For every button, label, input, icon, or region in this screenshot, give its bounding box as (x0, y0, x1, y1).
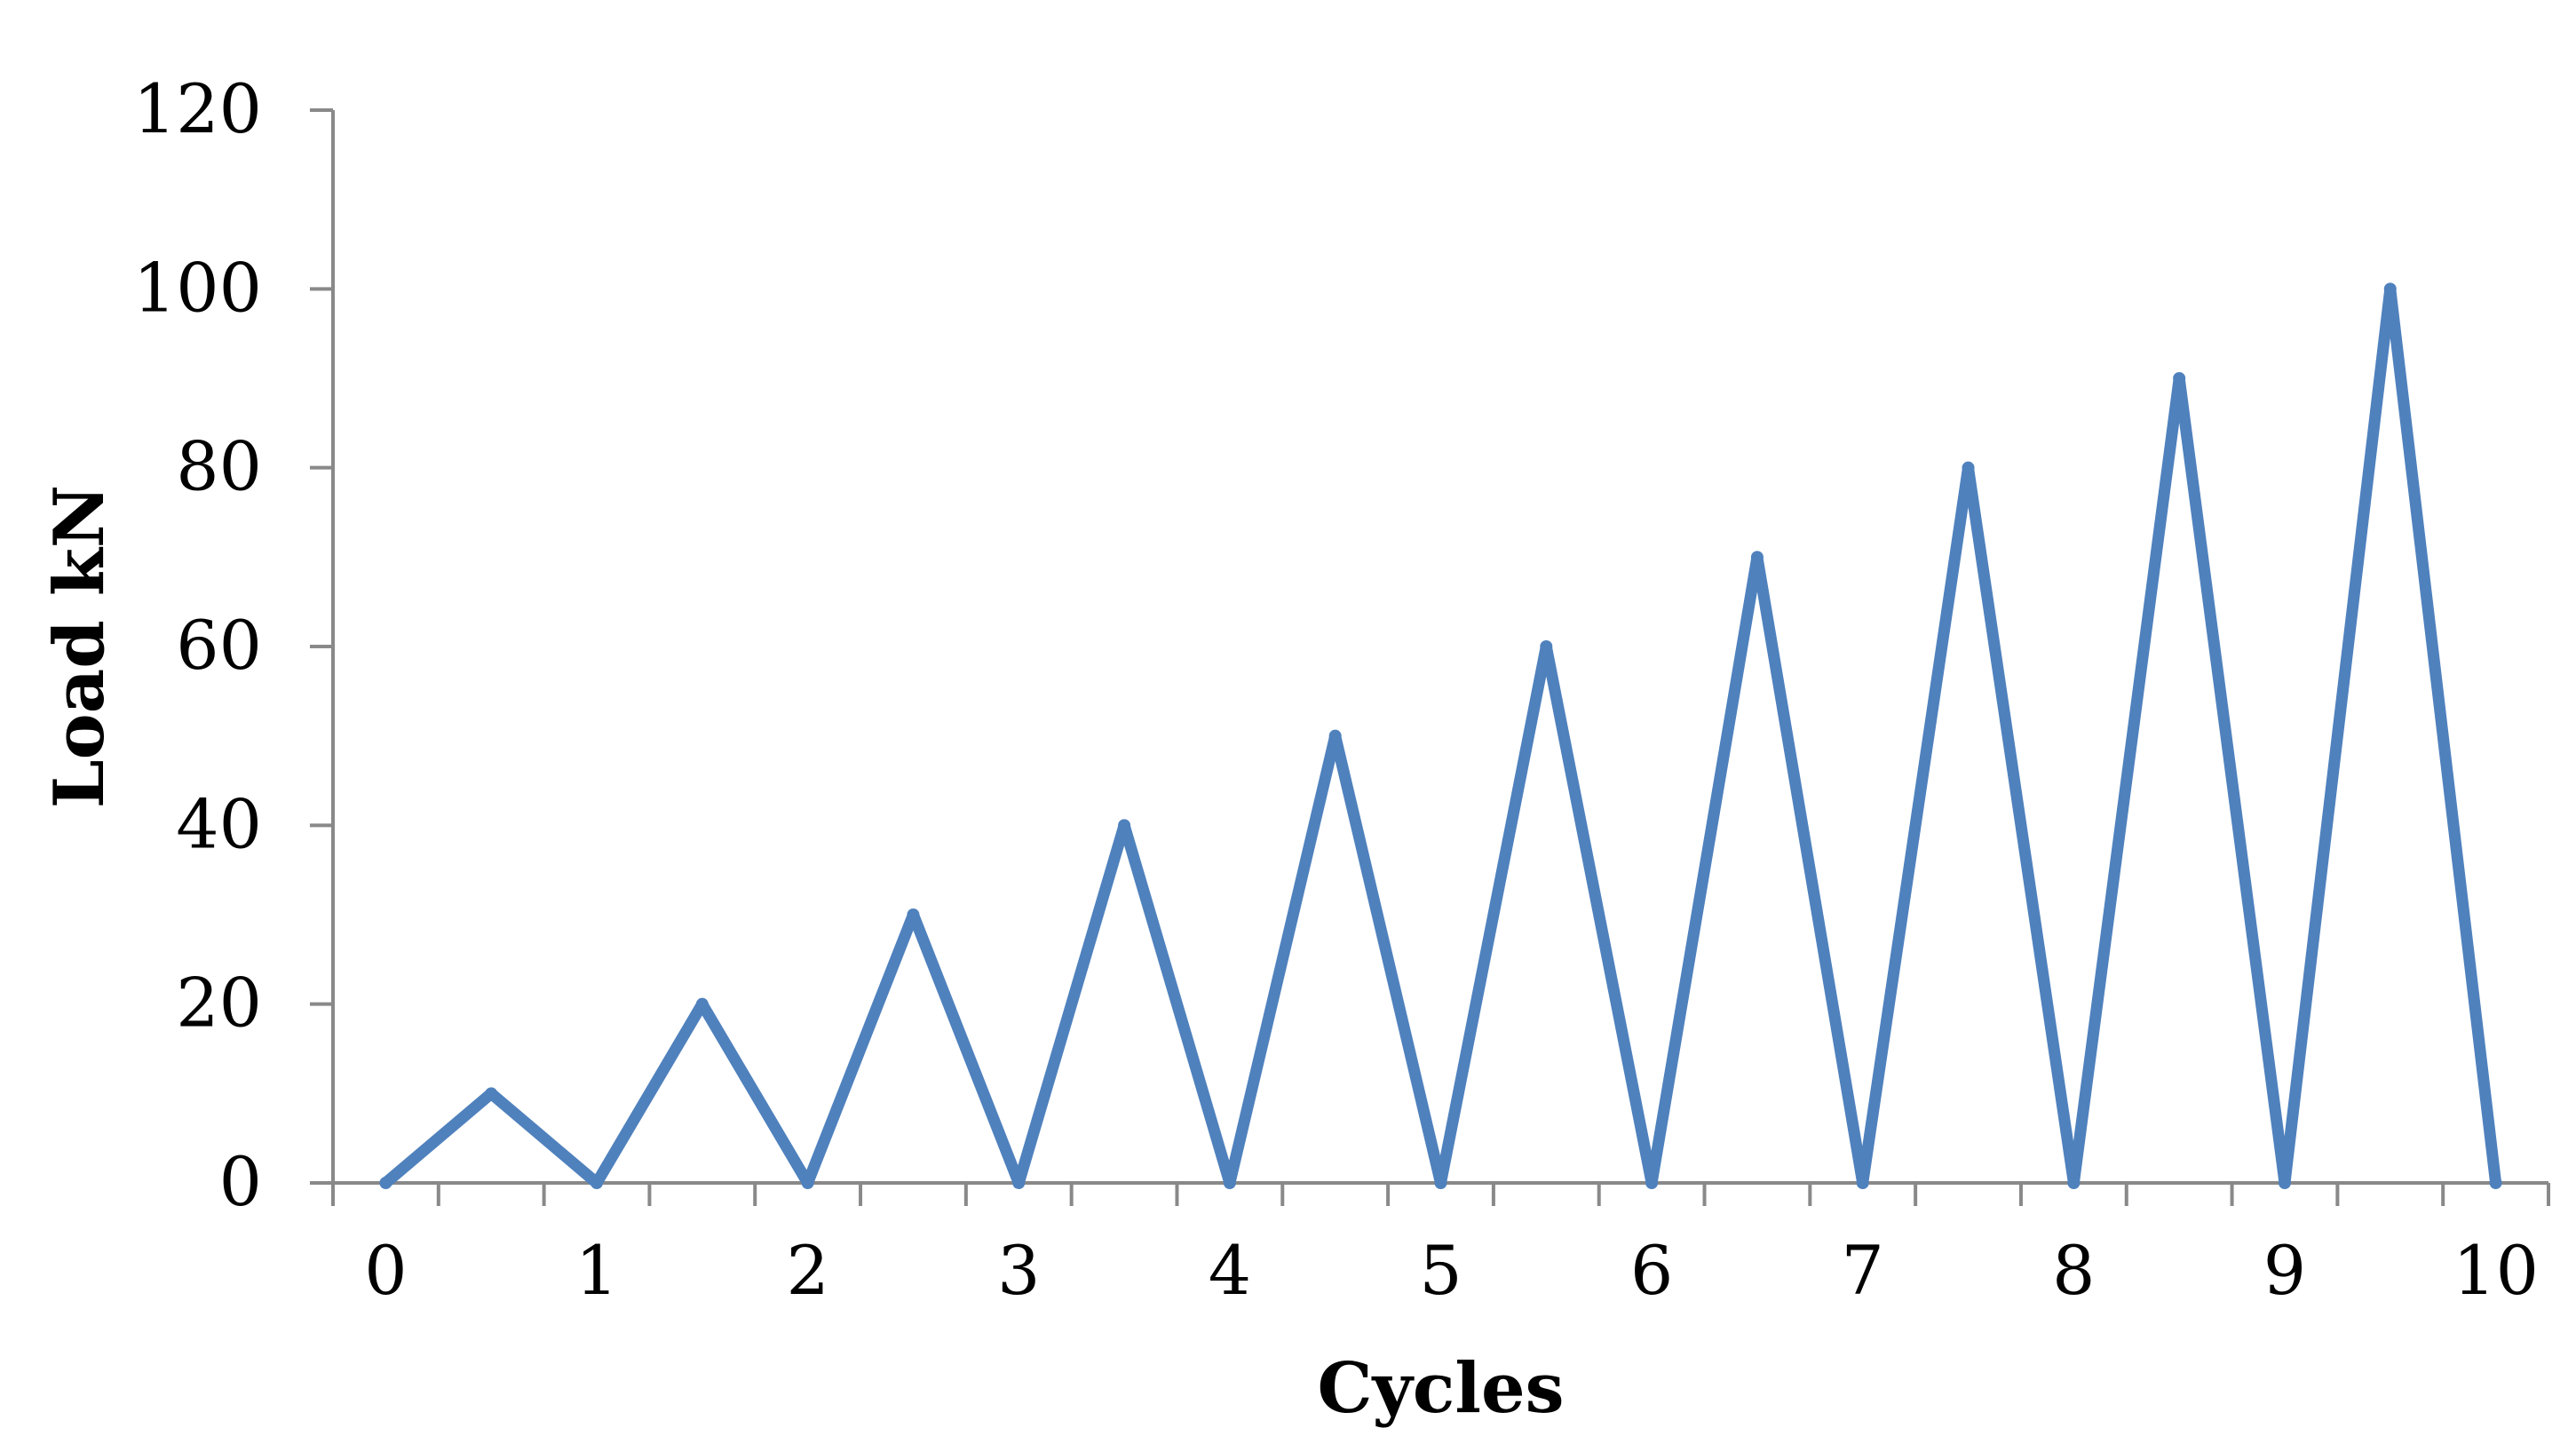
data-point (1962, 461, 1975, 474)
x-tick-label: 6 (1630, 1231, 1673, 1310)
y-tick-label: 20 (176, 964, 262, 1043)
data-point (695, 997, 709, 1011)
series-line (379, 282, 2502, 1189)
x-axis: 0 1 2 3 4 5 6 7 8 9 10 (331, 1181, 2550, 1310)
data-point (2173, 372, 2186, 385)
data-point (1328, 729, 1342, 742)
x-tick-label: 4 (1209, 1231, 1251, 1310)
data-point (1750, 551, 1764, 564)
x-tick-label: 10 (2453, 1231, 2539, 1310)
data-point (590, 1177, 604, 1189)
series-group (379, 282, 2502, 1189)
y-axis: 0 20 40 60 80 100 120 (133, 69, 335, 1221)
y-axis-title: Load kN (39, 485, 120, 808)
data-point (907, 908, 920, 921)
data-point (379, 1177, 392, 1189)
x-tick-label: 7 (1842, 1231, 1884, 1310)
data-point (2383, 282, 2397, 296)
data-point (1645, 1177, 1659, 1189)
x-tick-label: 1 (575, 1231, 618, 1310)
x-tick-label: 0 (364, 1231, 407, 1310)
x-tick-label: 5 (1419, 1231, 1462, 1310)
x-tick-label: 8 (2052, 1231, 2095, 1310)
data-point (1118, 819, 1131, 832)
data-point (2278, 1177, 2291, 1189)
data-point (1223, 1177, 1236, 1189)
data-point (485, 1087, 498, 1100)
data-point (1434, 1177, 1447, 1189)
x-axis-title: Cycles (1317, 1348, 1564, 1429)
x-tick-label: 9 (2263, 1231, 2306, 1310)
data-point (1856, 1177, 1869, 1189)
y-tick-label: 100 (133, 248, 262, 327)
data-point (1540, 640, 1553, 653)
data-point (2489, 1177, 2502, 1189)
data-point (2067, 1177, 2081, 1189)
data-point (801, 1177, 814, 1189)
y-tick-label: 120 (133, 69, 262, 148)
x-tick-label: 2 (786, 1231, 828, 1310)
y-tick-label: 0 (219, 1142, 262, 1221)
x-tick-label: 3 (997, 1231, 1040, 1310)
y-tick-label: 60 (176, 606, 262, 685)
data-point (1012, 1177, 1026, 1189)
y-tick-label: 80 (176, 427, 262, 506)
y-tick-label: 40 (176, 784, 262, 863)
